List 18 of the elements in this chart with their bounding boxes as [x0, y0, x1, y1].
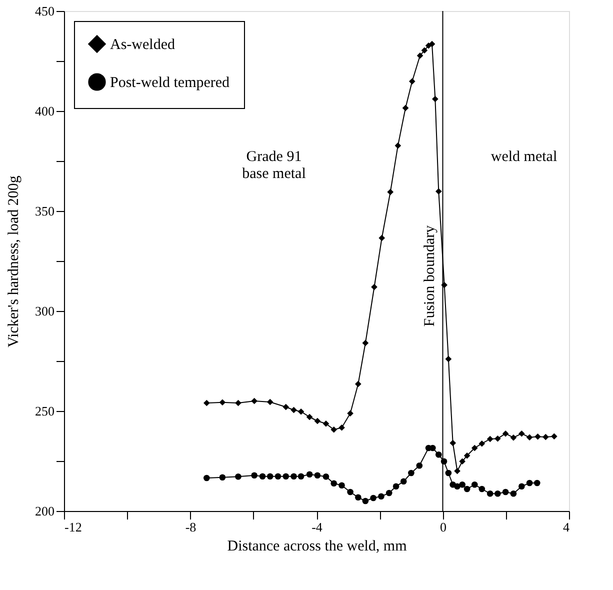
x-tick-label: 0	[440, 520, 446, 534]
x-tick-label: -12	[64, 520, 82, 534]
y-tick-label: 400	[35, 104, 54, 118]
legend-label: Post-weld tempered	[110, 75, 230, 91]
x-tick-label: -4	[312, 520, 323, 534]
annotation: weld metal	[490, 149, 558, 165]
x-tick-label: 4	[563, 520, 570, 534]
x-tick-label: -8	[185, 520, 196, 534]
y-axis-title: Vicker's hardness, load 200g	[6, 175, 22, 348]
y-tick-label: 350	[35, 204, 54, 218]
y-tick-label: 450	[35, 4, 54, 18]
annotation: Grade 91 base metal	[242, 149, 306, 182]
y-tick-label: 200	[35, 504, 54, 518]
ref-line-label: Fusion boundary	[422, 224, 438, 327]
x-axis-title: Distance across the weld, mm	[227, 538, 408, 554]
legend-label: As-welded	[110, 37, 176, 53]
y-tick-label: 300	[35, 304, 54, 318]
y-tick-label: 250	[35, 404, 54, 418]
